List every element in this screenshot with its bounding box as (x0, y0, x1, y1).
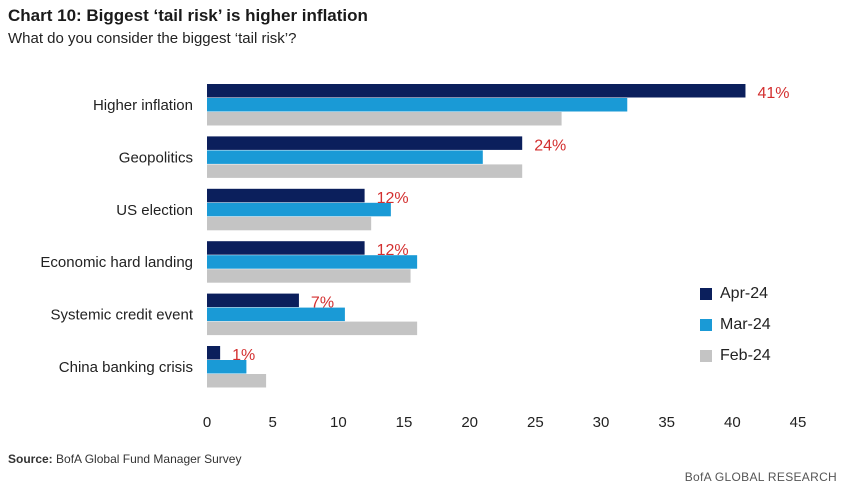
bar-mar-24-2 (207, 202, 391, 217)
bar-apr-24-4 (207, 293, 299, 308)
category-label: US election (116, 202, 193, 219)
x-tick-label: 0 (203, 414, 211, 431)
bar-feb-24-0 (207, 112, 562, 126)
bar-feb-24-5 (207, 374, 267, 388)
brand-footer: BofA GLOBAL RESEARCH (684, 470, 837, 484)
chart-subtitle: What do you consider the biggest ‘tail r… (8, 30, 297, 47)
bar-apr-24-0 (207, 84, 746, 98)
chart-legend: Apr-24 Mar-24 Feb-24 (700, 278, 771, 371)
legend-label-apr: Apr-24 (720, 284, 769, 302)
source-note: Source: BofA Global Fund Manager Survey (8, 452, 241, 466)
data-label: 7% (311, 295, 334, 312)
bar-apr-24-1 (207, 136, 523, 150)
bar-mar-24-5 (207, 360, 247, 374)
category-label: Economic hard landing (40, 254, 193, 271)
bar-mar-24-1 (207, 150, 483, 164)
bar-mar-24-4 (207, 307, 345, 322)
x-tick-label: 20 (461, 414, 478, 431)
legend-swatch-apr (700, 287, 712, 300)
x-tick-label: 15 (396, 414, 413, 431)
data-label: 12% (377, 190, 409, 207)
x-tick-label: 5 (268, 414, 276, 431)
legend-item-feb: Feb-24 (700, 340, 771, 371)
category-label: Higher inflation (93, 97, 193, 114)
bar-apr-24-2 (207, 188, 365, 203)
bar-feb-24-1 (207, 164, 523, 178)
bar-feb-24-3 (207, 269, 411, 283)
category-label: Systemic credit event (50, 307, 193, 324)
x-tick-label: 10 (330, 414, 347, 431)
source-label: Source: (8, 452, 53, 466)
legend-label-mar: Mar-24 (720, 315, 771, 333)
category-label: Geopolitics (119, 149, 193, 166)
legend-label-feb: Feb-24 (720, 346, 771, 364)
x-tick-label: 30 (593, 414, 610, 431)
chart-title: Chart 10: Biggest ‘tail risk’ is higher … (8, 6, 368, 25)
bar-feb-24-4 (207, 321, 418, 336)
data-label: 24% (534, 137, 566, 154)
bar-feb-24-2 (207, 216, 372, 231)
x-tick-label: 45 (790, 414, 807, 431)
category-label: China banking crisis (59, 359, 193, 376)
bar-apr-24-3 (207, 241, 365, 255)
legend-swatch-mar (700, 318, 712, 331)
x-tick-label: 35 (658, 414, 675, 431)
data-label: 12% (377, 242, 409, 259)
source-text: BofA Global Fund Manager Survey (56, 452, 242, 466)
legend-item-apr: Apr-24 (700, 278, 771, 309)
bar-mar-24-0 (207, 98, 628, 112)
x-tick-label: 25 (527, 414, 544, 431)
legend-item-mar: Mar-24 (700, 309, 771, 340)
data-label: 1% (232, 347, 255, 364)
bar-apr-24-5 (207, 346, 221, 360)
data-label: 41% (757, 85, 789, 102)
legend-swatch-feb (700, 349, 712, 362)
bar-mar-24-3 (207, 255, 418, 269)
x-tick-label: 40 (724, 414, 741, 431)
